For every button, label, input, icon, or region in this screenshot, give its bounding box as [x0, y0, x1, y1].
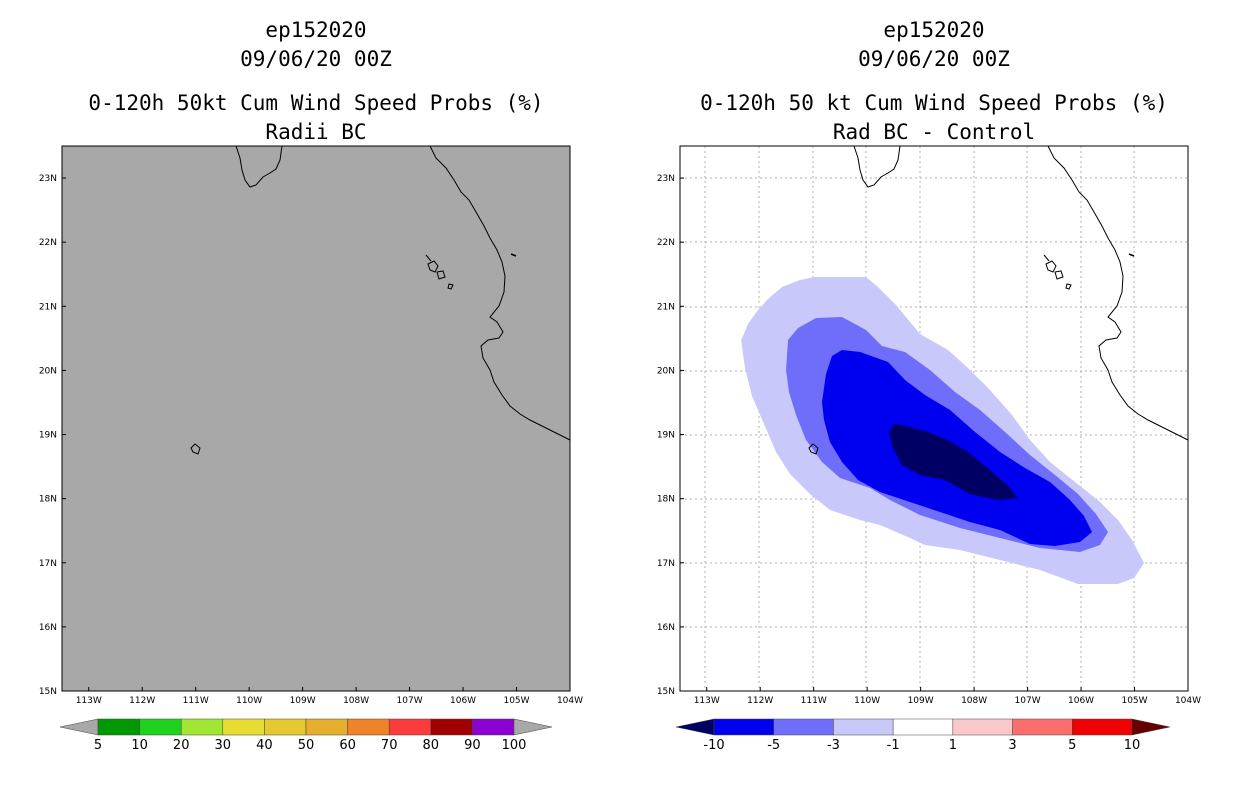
- right-lat-label: 19N: [657, 431, 675, 441]
- right-lon-label: 113W: [694, 696, 720, 706]
- right-colorbar-swatch: [833, 718, 894, 736]
- right-colorbar-label: -5: [767, 738, 780, 753]
- left-lat-label: 22N: [39, 238, 57, 248]
- left-colorbar-label: 60: [339, 738, 356, 753]
- left-colorbar-swatch: [139, 718, 182, 736]
- right-title: 0-120h 50 kt Cum Wind Speed Probs (%): [700, 91, 1168, 115]
- left-colorbar-label: 80: [423, 738, 440, 753]
- left-map-background: [61, 145, 571, 692]
- right-subtitle: Rad BC - Control: [832, 120, 1036, 144]
- right-lat-label: 16N: [657, 623, 675, 633]
- left-title: 0-120h 50kt Cum Wind Speed Probs (%): [88, 91, 544, 115]
- left-lat-label: 21N: [39, 302, 57, 312]
- right-colorbar-label: 10: [1124, 738, 1141, 753]
- left-lat-label: 16N: [39, 623, 57, 633]
- right-lon-label: 110W: [854, 696, 880, 706]
- left-lon-label: 113W: [76, 696, 102, 706]
- left-lat-label: 20N: [39, 366, 57, 376]
- right-colorbar-swatch: [773, 718, 834, 736]
- left-lat-label: 19N: [39, 431, 57, 441]
- left-map-panel: 15N 16N 17N 18N 19N 20N 21N 22N 23N 113W 112W 111W 1…: [39, 145, 583, 706]
- left-colorbar-label: 70: [381, 738, 398, 753]
- right-lat-label: 21N: [657, 302, 675, 312]
- right-colorbar: -10 -5 -3 -1 1 3 5 10: [675, 718, 1171, 753]
- left-colorbar-label: 50: [298, 738, 315, 753]
- right-lat-label: 15N: [657, 687, 675, 697]
- left-colorbar-label: 100: [502, 738, 527, 753]
- right-lon-label: 104W: [1175, 696, 1201, 706]
- left-lat-label: 17N: [39, 559, 57, 569]
- left-storm-id: ep152020: [265, 18, 367, 42]
- left-datetime: 09/06/20 00Z: [240, 47, 392, 71]
- left-colorbar-swatch: [347, 718, 390, 736]
- left-colorbar-high-arrow: [513, 718, 553, 736]
- right-colorbar-label: 5: [1068, 738, 1076, 753]
- right-lat-label: 22N: [657, 238, 675, 248]
- left-colorbar-label: 5: [94, 738, 102, 753]
- left-lat-label: 15N: [39, 687, 57, 697]
- right-lon-label: 112W: [747, 696, 773, 706]
- left-colorbar-swatch: [97, 718, 140, 736]
- right-lat-label: 20N: [657, 366, 675, 376]
- left-colorbar-label: 10: [131, 738, 148, 753]
- left-lon-label: 107W: [397, 696, 423, 706]
- left-subtitle: Radii BC: [265, 120, 367, 144]
- left-colorbar-swatch: [305, 718, 348, 736]
- left-lon-label: 105W: [503, 696, 529, 706]
- left-axis-labels: 15N 16N 17N 18N 19N 20N 21N 22N 23N 113W 112W 111W 1…: [39, 174, 583, 706]
- right-colorbar-swatch: [952, 718, 1013, 736]
- left-colorbar-low-arrow: [59, 718, 99, 736]
- right-lat-label: 17N: [657, 559, 675, 569]
- left-colorbar-label: 40: [256, 738, 273, 753]
- left-lon-label: 109W: [290, 696, 316, 706]
- left-colorbar-label: 30: [215, 738, 232, 753]
- right-colorbar-label: 1: [949, 738, 957, 753]
- left-lon-label: 108W: [343, 696, 369, 706]
- right-lon-label: 106W: [1068, 696, 1094, 706]
- left-colorbar-swatch: [388, 718, 432, 736]
- right-colorbar-label: -3: [827, 738, 840, 753]
- right-colorbar-swatch: [1072, 718, 1133, 736]
- right-colorbar-label: 3: [1008, 738, 1016, 753]
- right-colorbar-low-arrow: [675, 718, 715, 736]
- right-map-panel: 15N 16N 17N 18N 19N 20N 21N 22N 23N 113W 112W 111W 1…: [657, 145, 1201, 706]
- left-lon-label: 111W: [183, 696, 209, 706]
- left-colorbar-swatch: [264, 718, 307, 736]
- right-axis-labels: 15N 16N 17N 18N 19N 20N 21N 22N 23N 113W 112W 111W 1…: [657, 174, 1201, 706]
- right-colorbar-swatch: [713, 718, 774, 736]
- right-colorbar-label: -10: [703, 738, 724, 753]
- right-lat-label: 23N: [657, 174, 675, 184]
- right-colorbar-swatch: [892, 718, 954, 736]
- right-colorbar-high-arrow: [1131, 718, 1171, 736]
- right-lon-label: 109W: [908, 696, 934, 706]
- right-lon-label: 108W: [961, 696, 987, 706]
- right-colorbar-swatch: [1012, 718, 1073, 736]
- right-storm-id: ep152020: [883, 18, 985, 42]
- left-colorbar-swatch: [222, 718, 265, 736]
- left-lon-label: 106W: [450, 696, 476, 706]
- left-lat-label: 23N: [39, 174, 57, 184]
- left-lon-label: 112W: [129, 696, 155, 706]
- right-lat-label: 18N: [657, 495, 675, 505]
- left-colorbar-label: 20: [173, 738, 190, 753]
- left-colorbar-swatch: [180, 718, 224, 736]
- left-colorbar-label: 90: [464, 738, 481, 753]
- right-datetime: 09/06/20 00Z: [858, 47, 1010, 71]
- right-lon-label: 111W: [801, 696, 827, 706]
- contour-level-minus-10: [889, 424, 1018, 500]
- left-colorbar-swatch: [472, 718, 515, 736]
- right-lon-label: 105W: [1121, 696, 1147, 706]
- right-colorbar-label: -1: [887, 738, 900, 753]
- right-lon-label: 107W: [1015, 696, 1041, 706]
- left-lon-label: 110W: [236, 696, 262, 706]
- left-lat-label: 18N: [39, 495, 57, 505]
- left-lon-label: 104W: [557, 696, 583, 706]
- left-colorbar-swatch: [430, 718, 473, 736]
- left-colorbar: 5 10 20 30 40 50 60 70 80 90 100: [59, 718, 553, 753]
